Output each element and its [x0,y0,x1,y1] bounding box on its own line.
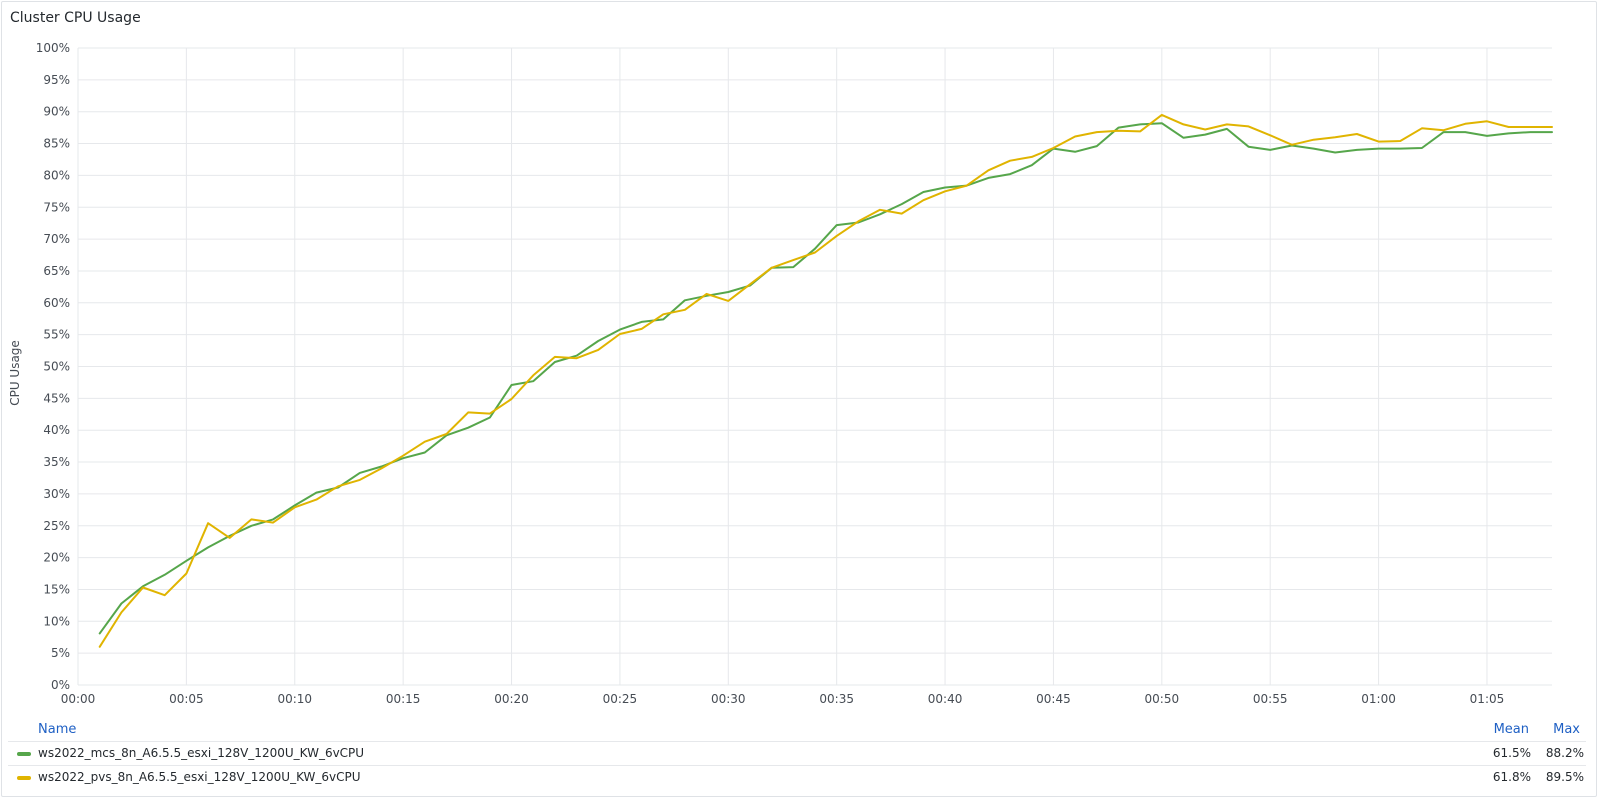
series-line-pvs[interactable] [98,113,1553,648]
y-tick-label: 40% [43,423,70,437]
legend-header-max[interactable]: Max [1553,722,1580,737]
y-tick-label: 50% [43,360,70,374]
y-tick-label: 85% [43,137,70,151]
series-layer [98,113,1553,648]
legend-series-name[interactable]: ws2022_pvs_8n_A6.5.5_esxi_128V_1200U_KW_… [38,770,361,784]
y-axis-label: CPU Usage [8,340,22,406]
legend-series-max: 88.2% [1545,746,1584,760]
x-tick-label: 00:05 [169,692,204,706]
y-tick-label: 25% [43,519,70,533]
legend-row-mcs[interactable]: ws2022_mcs_8n_A6.5.5_esxi_128V_1200U_KW_… [8,741,1586,765]
y-tick-label: 35% [43,455,70,469]
x-tick-label: 00:20 [494,692,529,706]
legend-row-pvs[interactable]: ws2022_pvs_8n_A6.5.5_esxi_128V_1200U_KW_… [8,765,1586,789]
y-tick-label: 15% [43,582,70,596]
y-tick-label: 10% [43,614,70,628]
y-tick-label: 55% [43,328,70,342]
x-tick-label: 01:05 [1470,692,1505,706]
y-tick-label: 60% [43,296,70,310]
y-tick-label: 95% [43,73,70,87]
y-tick-label: 90% [43,105,70,119]
legend-series-name[interactable]: ws2022_mcs_8n_A6.5.5_esxi_128V_1200U_KW_… [38,746,365,760]
x-tick-label: 00:55 [1253,692,1288,706]
x-tick-label: 00:50 [1145,692,1180,706]
legend-series-mean: 61.8% [1492,770,1531,784]
legend-series-max: 89.5% [1545,770,1584,784]
series-line-mcs[interactable] [98,122,1553,635]
legend-header-mean[interactable]: Mean [1493,722,1529,737]
y-tick-label: 20% [43,551,70,565]
x-tick-label: 00:00 [61,692,96,706]
cpu-usage-chart: 0% 5% 10% 15% 20% 25% 30% 35% 40% 45% 50% 55% 60% 65%… [8,41,1553,706]
y-tick-label: 100% [36,41,70,55]
y-tick-label: 45% [43,391,70,405]
grid-layer [77,47,1552,686]
y-axis-ticks: 0% 5% 10% 15% 20% 25% 30% 35% 40% 45% 50% 55% 60% 65%… [36,41,70,692]
x-tick-label: 01:00 [1361,692,1396,706]
y-tick-label: 5% [51,646,70,660]
y-tick-label: 30% [43,487,70,501]
legend-header-name[interactable]: Name [38,722,77,737]
x-tick-label: 00:10 [277,692,312,706]
y-tick-label: 75% [43,200,70,214]
y-tick-label: 65% [43,264,70,278]
legend-header: Name Mean Max [0,720,1600,738]
y-tick-label: 0% [51,678,70,692]
x-tick-label: 00:30 [711,692,746,706]
x-tick-label: 00:15 [386,692,421,706]
x-tick-label: 00:35 [819,692,854,706]
legend-series-mean: 61.5% [1492,746,1531,760]
y-tick-label: 80% [43,168,70,182]
x-tick-label: 00:40 [928,692,963,706]
legend-swatch-pvs [17,776,31,780]
legend-swatch-mcs [17,752,31,756]
panel-title[interactable]: Cluster CPU Usage [10,10,141,26]
x-tick-label: 00:45 [1036,692,1071,706]
y-tick-label: 70% [43,232,70,246]
x-tick-label: 00:25 [603,692,638,706]
x-axis-ticks: 00:00 00:05 00:10 00:15 00:20 00:25 00:30 00:35… [61,692,1505,706]
